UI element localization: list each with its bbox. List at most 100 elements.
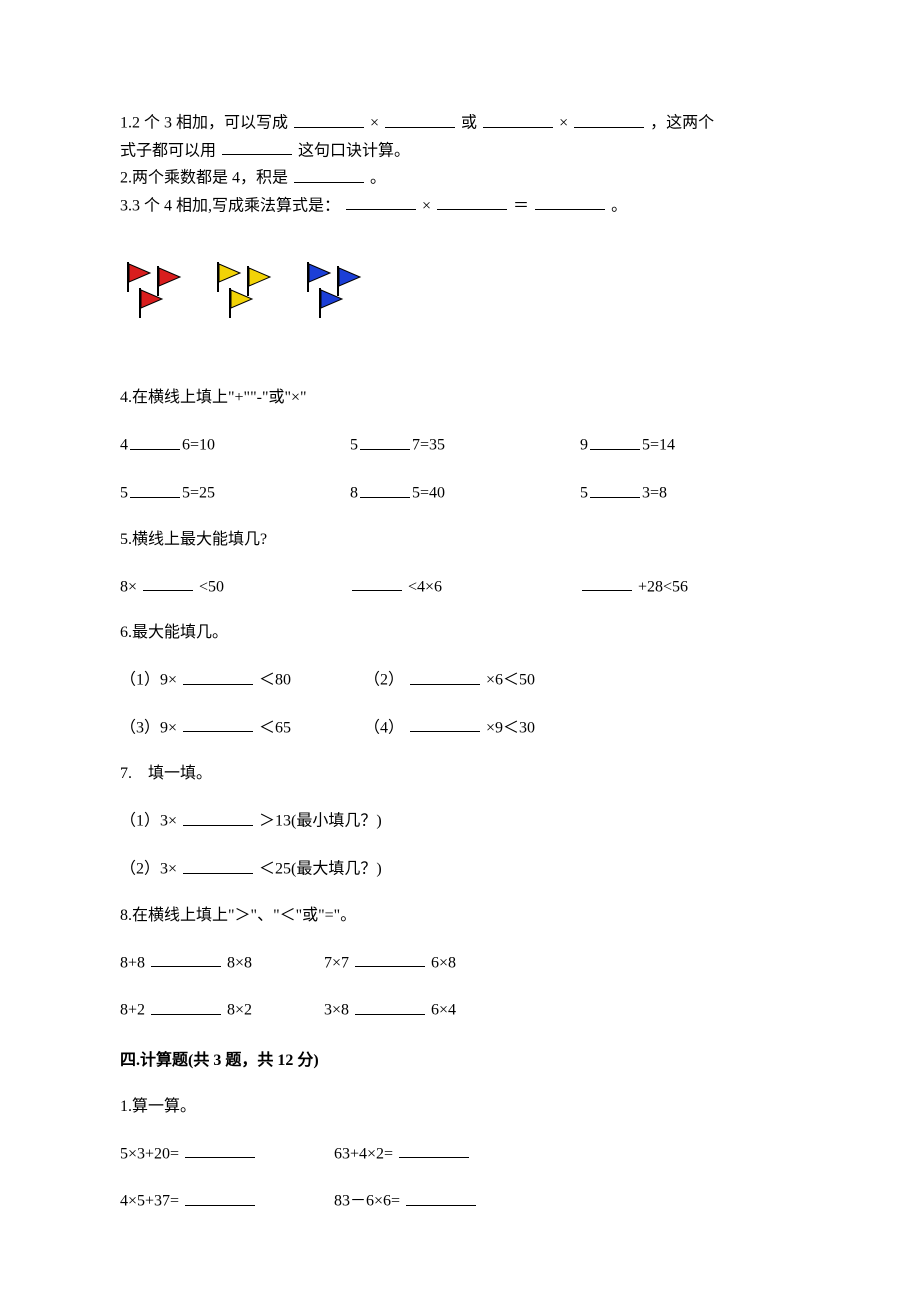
q4-operand: 9 xyxy=(580,437,588,454)
q1-l2a: 式子都可以用 xyxy=(120,142,216,159)
q6-title: 6.最大能填几。 xyxy=(120,621,800,645)
q8-2b-blank[interactable] xyxy=(355,997,425,1015)
q6-3-post: ＜65 xyxy=(259,719,291,736)
q8-2b-post: 6×4 xyxy=(431,1002,456,1019)
q8-2a-blank[interactable] xyxy=(151,997,221,1015)
section4-title: 四.计算题(共 3 题，共 12 分) xyxy=(120,1049,800,1073)
flag-group-icon xyxy=(210,258,290,328)
q1-l2b: 这句口诀计算。 xyxy=(298,142,410,159)
q6-3-pre: （3）9× xyxy=(120,719,177,736)
q2a: 2.两个乘数都是 4，积是 xyxy=(120,170,288,187)
q8-1a-post: 8×8 xyxy=(227,954,252,971)
q7-1-pre: （1）3× xyxy=(120,813,177,830)
q8-1a-blank[interactable] xyxy=(151,950,221,968)
q8-row2: 8+2 8×2 3×8 6×4 xyxy=(120,997,800,1023)
q2-line: 2.两个乘数都是 4，积是 。 xyxy=(120,165,800,191)
q4-rest: 7=35 xyxy=(412,437,445,454)
q4-operand: 4 xyxy=(120,437,128,454)
q5b2: <4×6 xyxy=(408,578,442,595)
q6-1-blank[interactable] xyxy=(183,667,253,685)
q4-blank[interactable] xyxy=(130,480,180,498)
q6-2-post: ×6＜50 xyxy=(486,672,535,689)
q5a2: <50 xyxy=(199,578,224,595)
q4-operand: 8 xyxy=(350,485,358,502)
q5c2: +28<56 xyxy=(638,578,688,595)
q4-rest: 3=8 xyxy=(642,485,667,502)
q8-2b-pre: 3×8 xyxy=(324,1002,349,1019)
q3-blank1[interactable] xyxy=(346,193,416,211)
q7-2-blank[interactable] xyxy=(183,856,253,874)
q8-row1: 8+8 8×8 7×7 6×8 xyxy=(120,950,800,976)
calc-2b-blank[interactable] xyxy=(406,1188,476,1206)
flags-row xyxy=(120,258,800,336)
q6-2-blank[interactable] xyxy=(410,667,480,685)
q8-1b-post: 6×8 xyxy=(431,954,456,971)
q2b: 。 xyxy=(370,170,386,187)
q7-1-blank[interactable] xyxy=(183,808,253,826)
calc-row1: 5×3+20= 63+4×2= xyxy=(120,1141,800,1167)
q1-blank3[interactable] xyxy=(483,110,553,128)
q4-row: 4 6=10 5 7=35 9 5=14 xyxy=(120,432,800,458)
q4-operand: 5 xyxy=(350,437,358,454)
worksheet-page: 1.2 个 3 相加，可以写成 × 或 × ，这两个 式子都可以用 这句口诀计算… xyxy=(0,0,920,1296)
q7-1-post: ＞13(最小填几？) xyxy=(259,813,382,830)
q5-blank-a[interactable] xyxy=(143,574,193,592)
q1-line1: 1.2 个 3 相加，可以写成 × 或 × ，这两个 xyxy=(120,110,800,136)
q8-1a-pre: 8+8 xyxy=(120,954,145,971)
q1-line2: 式子都可以用 这句口诀计算。 xyxy=(120,138,800,164)
q4-blank[interactable] xyxy=(360,480,410,498)
calc-1b: 63+4×2= xyxy=(334,1145,393,1162)
q4-rows: 46=1057=3595=1455=2585=4053=8 xyxy=(120,432,800,505)
q4-blank[interactable] xyxy=(130,432,180,450)
section4-q1-title: 1.算一算。 xyxy=(120,1095,800,1119)
q6-1-post: ＜80 xyxy=(259,672,291,689)
q7-item1: （1）3× ＞13(最小填几？) xyxy=(120,808,800,834)
q7-2-pre: （2）3× xyxy=(120,861,177,878)
q3a: 3.3 个 4 相加,写成乘法算式是： xyxy=(120,197,340,214)
calc-1a: 5×3+20= xyxy=(120,1145,179,1162)
q7-2-post: ＜25(最大填几？) xyxy=(259,861,382,878)
calc-1a-blank[interactable] xyxy=(185,1141,255,1159)
q6-3-blank[interactable] xyxy=(183,715,253,733)
q4-rest: 5=14 xyxy=(642,437,675,454)
q1-times1: × xyxy=(370,115,379,132)
q4-rest: 6=10 xyxy=(182,437,215,454)
q1-times2: × xyxy=(559,115,568,132)
q6-4-blank[interactable] xyxy=(410,715,480,733)
q4-blank[interactable] xyxy=(590,432,640,450)
q1-blank1[interactable] xyxy=(294,110,364,128)
q5-title: 5.横线上最大能填几? xyxy=(120,528,800,552)
q1-or: 或 xyxy=(461,115,477,132)
q7-title: 7. 填一填。 xyxy=(120,762,800,786)
q8-1b-blank[interactable] xyxy=(355,950,425,968)
q1-blank5[interactable] xyxy=(222,138,292,156)
calc-2a-blank[interactable] xyxy=(185,1188,255,1206)
q3-blank3[interactable] xyxy=(535,193,605,211)
q8-2a-pre: 8+2 xyxy=(120,1002,145,1019)
q1-blank2[interactable] xyxy=(385,110,455,128)
q4-rest: 5=25 xyxy=(182,485,215,502)
q4-operand: 5 xyxy=(120,485,128,502)
q3-blank2[interactable] xyxy=(437,193,507,211)
q2-blank[interactable] xyxy=(294,165,364,183)
q4-title: 4.在横线上填上"+""-"或"×" xyxy=(120,386,800,410)
q1-blank4[interactable] xyxy=(574,110,644,128)
q4-blank[interactable] xyxy=(590,480,640,498)
q3b: 。 xyxy=(611,197,627,214)
flag-group-icon xyxy=(120,258,200,328)
q5-row: 8× <50 <4×6 +28<56 xyxy=(120,574,800,600)
q4-row: 55=2585=4053=8 xyxy=(120,480,800,506)
q6-4-pre: （4） xyxy=(364,719,404,736)
q5a1: 8× xyxy=(120,578,137,595)
q4-operand: 5 xyxy=(580,485,588,502)
q4-blank[interactable] xyxy=(360,432,410,450)
q5-blank-b[interactable] xyxy=(352,574,402,592)
q7-item2: （2）3× ＜25(最大填几？) xyxy=(120,856,800,882)
q6-row2: （3）9× ＜65 （4） ×9＜30 xyxy=(120,715,800,741)
q5-blank-c[interactable] xyxy=(582,574,632,592)
calc-1b-blank[interactable] xyxy=(399,1141,469,1159)
flag-group xyxy=(300,258,380,336)
calc-2b: 83－6×6= xyxy=(334,1193,400,1210)
q8-2a-post: 8×2 xyxy=(227,1002,252,1019)
q8-1b-pre: 7×7 xyxy=(324,954,349,971)
